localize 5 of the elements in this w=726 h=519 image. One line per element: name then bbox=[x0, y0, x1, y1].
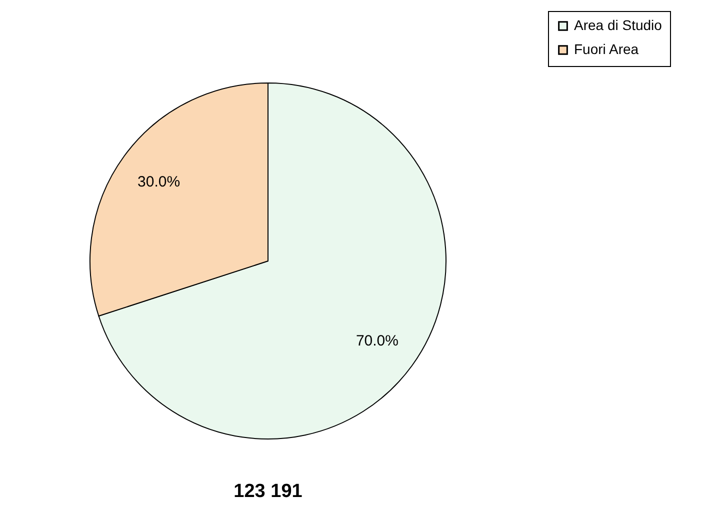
text: 123 191 bbox=[234, 481, 303, 502]
data-label: 70.0% bbox=[356, 332, 398, 350]
legend-label: Fuori Area bbox=[574, 41, 639, 57]
legend-label: Area di Studio bbox=[574, 17, 662, 33]
data-label: 30.0% bbox=[138, 174, 180, 191]
